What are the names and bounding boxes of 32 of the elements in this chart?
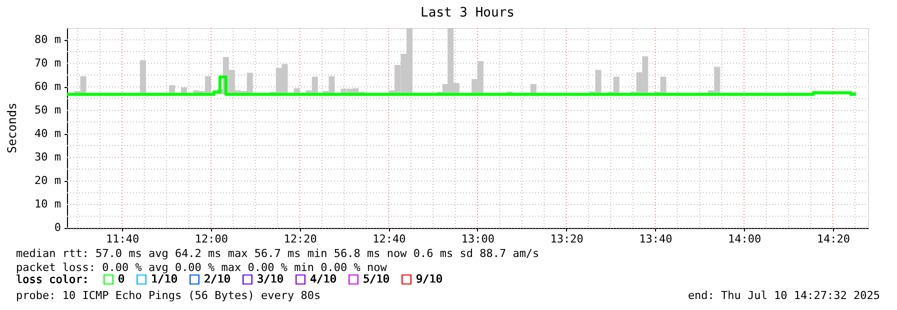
- text: end: Thu Jul 10 14:27:32 2025: [688, 289, 880, 302]
- y-tick-label: 20 m: [34, 174, 62, 187]
- legend-label: 5/10: [363, 272, 390, 286]
- y-tick-label: 10 m: [34, 197, 62, 210]
- text: median rtt: 57.0 ms avg 64.2 ms max 56.7 ms min 56.8 ms now 0.6 ms sd 88.7 am/s: [16, 247, 540, 260]
- legend-title: loss color:: [16, 273, 89, 286]
- chart-title: Last 3 Hours: [420, 6, 514, 20]
- legend-label: 9/10: [416, 272, 442, 286]
- x-tick-label: 13:40: [639, 232, 672, 246]
- y-tick-label: 0: [54, 221, 61, 234]
- x-tick-label: 13:00: [461, 232, 495, 246]
- x-tick-label: 13:20: [550, 232, 584, 246]
- y-tick-label: 70 m: [34, 56, 62, 70]
- x-tick-label: 14:00: [728, 232, 762, 246]
- x-tick-label: 12:00: [194, 232, 228, 246]
- legend-label: 4/10: [310, 272, 336, 286]
- text: packet loss: 0.00 % avg 0.00 % max 0.00 % min 0.00 % now: [16, 261, 388, 274]
- x-tick-label: 12:20: [284, 232, 317, 246]
- legend-label: 0: [118, 272, 125, 286]
- legend-label: 1/10: [151, 272, 178, 286]
- legend-label: 2/10: [204, 272, 230, 286]
- x-tick-label: 14:20: [816, 232, 850, 246]
- y-tick-label: 50 m: [34, 103, 62, 116]
- y-tick-label: 30 m: [34, 150, 62, 164]
- y-tick-label: 60 m: [34, 80, 62, 93]
- y-tick-label: 80 m: [34, 32, 62, 46]
- text: probe: 10 ICMP Echo Pings (56 Bytes) every 80s: [16, 289, 321, 302]
- y-tick-label: 40 m: [34, 126, 62, 140]
- x-tick-label: 12:40: [372, 232, 406, 246]
- x-tick-label: 11:40: [106, 232, 140, 246]
- y-axis-title: Seconds: [5, 102, 19, 154]
- legend-label: 3/10: [257, 272, 284, 286]
